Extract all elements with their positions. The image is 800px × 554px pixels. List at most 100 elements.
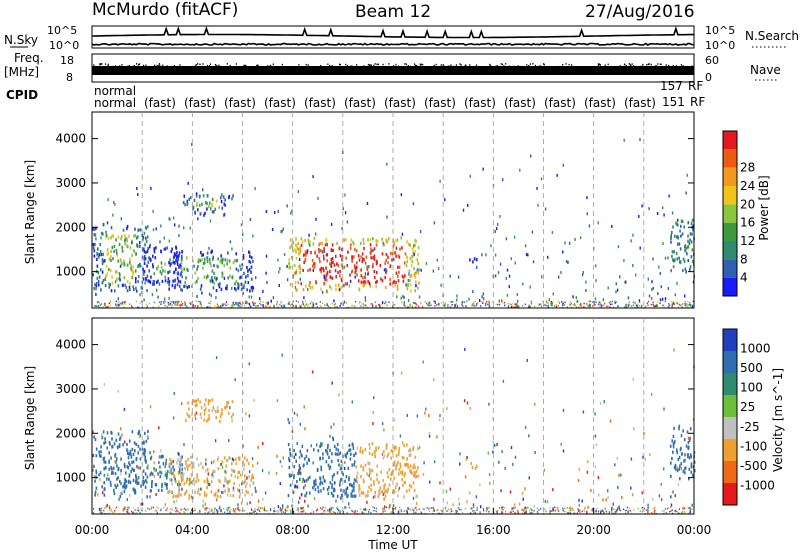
- echo-cell: [514, 261, 516, 265]
- echo-cell: [640, 304, 643, 308]
- echo-cell: [557, 506, 559, 509]
- freq-dot: [505, 63, 507, 65]
- echo-cell: [210, 294, 212, 298]
- echo-cell: [317, 196, 319, 200]
- echo-cell: [288, 456, 290, 460]
- echo-cell: [339, 254, 342, 258]
- echo-cell: [555, 509, 557, 511]
- echo-cell: [321, 508, 323, 510]
- echo-cell: [591, 510, 593, 512]
- echo-cell: [305, 454, 308, 458]
- echo-cell: [308, 475, 311, 479]
- echo-cell: [313, 482, 315, 486]
- freq-dot: [158, 65, 160, 67]
- colorbar-swatch: [723, 461, 737, 483]
- echo-cell: [320, 443, 323, 447]
- echo-cell: [474, 511, 476, 514]
- echo-cell: [595, 443, 598, 447]
- freq-dot: [459, 63, 461, 65]
- echo-cell: [320, 507, 322, 509]
- echo-cell: [186, 412, 188, 416]
- echo-cell: [360, 475, 362, 479]
- echo-cell: [550, 302, 552, 304]
- echo-cell: [403, 510, 405, 512]
- echo-cell: [176, 300, 178, 303]
- echo-cell: [346, 494, 348, 499]
- echo-cell: [262, 304, 264, 308]
- echo-cell: [316, 507, 318, 510]
- nsearch-line: [91, 42, 695, 46]
- echo-cell: [672, 303, 674, 305]
- echo-cell: [322, 487, 325, 491]
- echo-cell: [392, 449, 394, 454]
- echo-cell: [529, 285, 531, 289]
- echo-cell: [449, 306, 451, 308]
- echo-cell: [227, 276, 229, 280]
- echo-cell: [406, 260, 408, 264]
- echo-cell: [414, 455, 417, 459]
- echo-cell: [160, 272, 163, 276]
- echo-cell: [516, 511, 519, 513]
- cpid-end-1: 157: [660, 79, 683, 93]
- echo-cell: [120, 427, 122, 431]
- echo-cell: [413, 471, 416, 475]
- echo-cell: [366, 202, 369, 205]
- x-tick-label: 00:00: [677, 523, 712, 537]
- echo-cell: [110, 510, 112, 513]
- echo-cell: [300, 493, 303, 497]
- echo-cell: [132, 265, 134, 269]
- cpid-name: (fast): [224, 96, 256, 110]
- echo-cell: [359, 301, 361, 303]
- freq-dot: [509, 65, 511, 68]
- echo-cell: [407, 507, 409, 510]
- echo-cell: [393, 508, 395, 510]
- echo-cell: [345, 455, 347, 459]
- echo-cell: [672, 301, 675, 304]
- date-title: 27/Aug/2016: [585, 2, 695, 22]
- echo-cell: [350, 238, 353, 242]
- echo-cell: [526, 359, 528, 362]
- echo-cell: [249, 303, 251, 305]
- echo-cell: [372, 410, 374, 414]
- echo-cell: [313, 484, 316, 488]
- echo-cell: [321, 250, 324, 254]
- echo-cell: [295, 288, 297, 292]
- echo-cell: [466, 300, 468, 303]
- echo-cell: [359, 446, 362, 450]
- echo-cell: [338, 452, 340, 456]
- colorbar-swatch: [723, 186, 737, 205]
- echo-cell: [524, 303, 526, 306]
- echo-cell: [329, 434, 331, 438]
- echo-cell: [173, 391, 175, 395]
- echo-cell: [231, 286, 233, 290]
- echo-cell: [501, 510, 503, 513]
- freq-dot: [404, 63, 406, 65]
- echo-cell: [143, 250, 146, 254]
- echo-cell: [280, 302, 282, 304]
- echo-cell: [651, 280, 653, 284]
- freq-dot: [199, 63, 201, 66]
- echo-cell: [108, 477, 110, 481]
- echo-cell: [185, 418, 187, 423]
- echo-cell: [320, 287, 322, 291]
- echo-cell: [384, 302, 386, 305]
- echo-cell: [158, 461, 160, 464]
- echo-cell: [488, 402, 490, 406]
- echo-cell: [566, 306, 569, 308]
- echo-cell: [280, 509, 282, 512]
- echo-cell: [126, 280, 129, 284]
- echo-cell: [525, 253, 528, 256]
- echo-cell: [372, 422, 374, 425]
- echo-cell: [144, 431, 146, 435]
- echo-cell: [262, 289, 264, 293]
- echo-cell: [372, 237, 374, 241]
- echo-cell: [406, 287, 409, 291]
- echo-cell: [126, 450, 129, 454]
- echo-cell: [284, 512, 286, 514]
- echo-cell: [300, 506, 303, 510]
- echo-cell: [306, 249, 309, 253]
- echo-cell: [113, 289, 116, 293]
- echo-cell: [301, 510, 304, 513]
- echo-cell: [319, 268, 321, 272]
